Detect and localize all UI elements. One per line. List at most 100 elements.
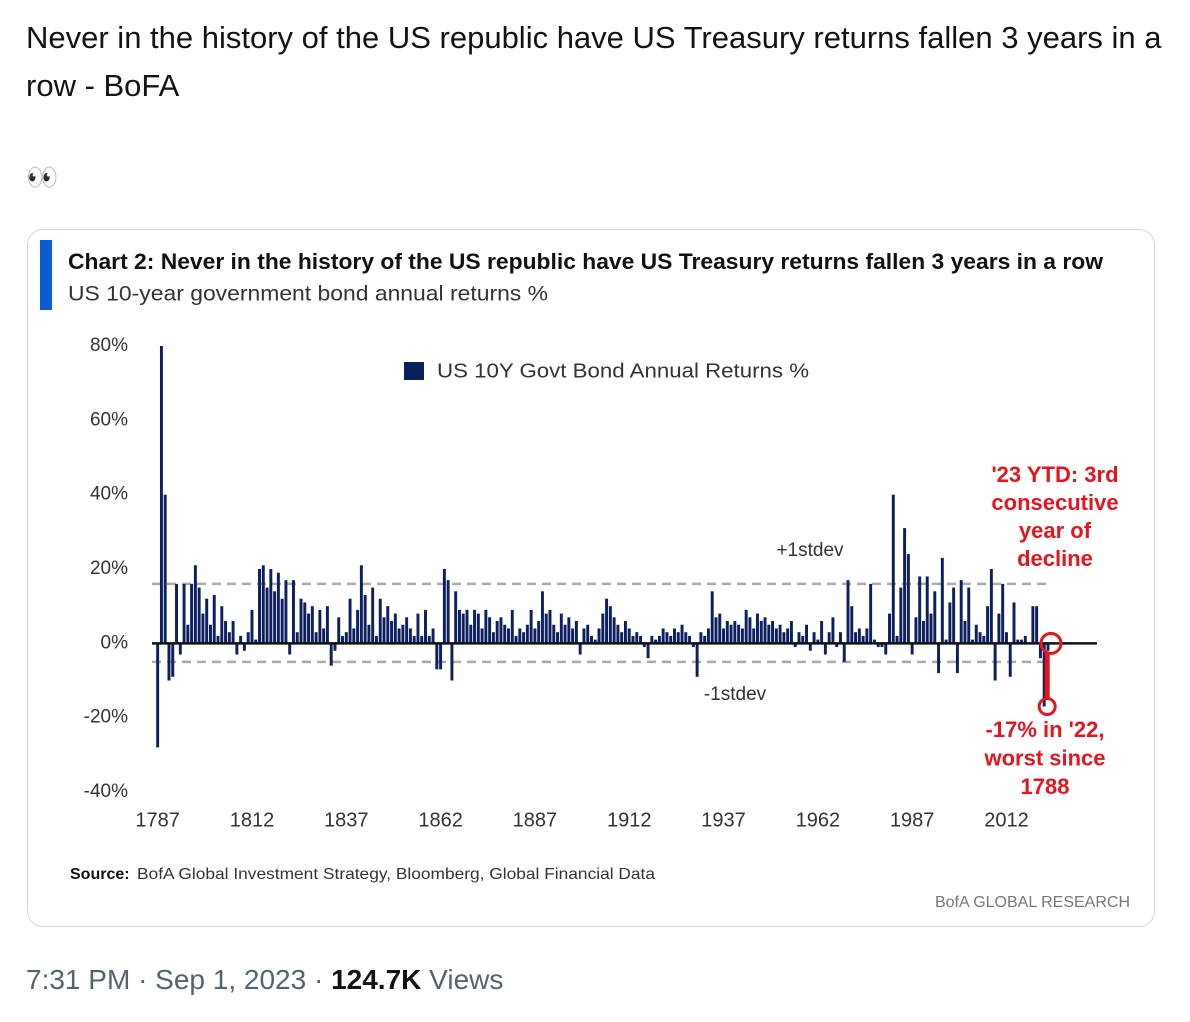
bar	[997, 613, 1001, 644]
tweet-meta: 7:31 PM · Sep 1, 2023 · 124.7K Views	[26, 964, 503, 996]
bar	[167, 643, 171, 681]
bar	[623, 621, 627, 644]
bar	[344, 632, 348, 644]
bar	[974, 624, 978, 644]
bar	[733, 621, 737, 644]
bar	[948, 602, 952, 644]
y-tick-label: -20%	[84, 707, 128, 728]
bar	[201, 613, 205, 644]
bar	[261, 565, 265, 644]
bar	[307, 613, 311, 644]
bar	[778, 624, 782, 644]
bar	[989, 569, 993, 644]
x-tick-label: 1787	[135, 809, 180, 831]
bar	[567, 617, 571, 644]
marker-ring	[1037, 697, 1057, 717]
bar	[563, 624, 567, 644]
bar	[1020, 639, 1024, 644]
y-tick-label: 40%	[90, 484, 128, 505]
bar	[556, 632, 560, 644]
date[interactable]: Sep 1, 2023	[155, 964, 307, 995]
time[interactable]: 7:31 PM	[26, 964, 131, 995]
bar	[688, 635, 692, 644]
bar	[454, 591, 458, 644]
bar	[608, 606, 612, 644]
bar	[937, 643, 941, 674]
bar	[224, 621, 228, 644]
bar	[786, 628, 790, 644]
bar	[280, 598, 284, 644]
y-tick-label: 60%	[90, 409, 128, 430]
separator: ·	[313, 964, 324, 995]
bar	[314, 632, 318, 644]
bar	[918, 576, 922, 644]
bar	[831, 617, 835, 644]
bar	[401, 624, 405, 644]
bar	[397, 628, 401, 644]
bar	[616, 624, 620, 644]
bar	[190, 583, 194, 644]
bar	[921, 621, 925, 644]
bar	[457, 609, 461, 644]
bar	[714, 617, 718, 644]
bar	[669, 635, 673, 644]
bar	[258, 569, 261, 644]
bar	[212, 595, 216, 644]
bar	[175, 583, 178, 644]
bar	[163, 494, 167, 644]
bar	[590, 635, 593, 644]
stdev-label: -1stdev	[704, 684, 767, 705]
bar	[842, 643, 846, 662]
bar	[812, 632, 816, 644]
bar	[273, 591, 277, 644]
bar	[967, 587, 971, 644]
bar	[982, 635, 986, 644]
bar	[691, 643, 695, 648]
bar	[197, 587, 201, 644]
bar	[635, 632, 639, 644]
bar	[329, 643, 333, 666]
bar	[390, 621, 394, 644]
bar	[1035, 606, 1039, 644]
bar	[359, 565, 363, 644]
media-card[interactable]	[27, 229, 1155, 927]
bar	[774, 628, 778, 644]
bar	[291, 580, 295, 644]
bar	[488, 617, 492, 644]
bar	[888, 613, 891, 644]
chart-title: Chart 2: Never in the history of the US …	[68, 249, 1104, 274]
x-tick-label: 1962	[796, 809, 841, 831]
bar	[740, 628, 744, 644]
bar	[250, 609, 254, 644]
bar	[276, 572, 280, 644]
annotation: '23 YTD: 3rd	[991, 462, 1118, 487]
annotation: decline	[1017, 546, 1093, 571]
annotation: 1788	[1021, 774, 1070, 799]
bar	[537, 621, 541, 644]
bar	[408, 628, 412, 644]
bar	[820, 621, 824, 644]
bar	[676, 632, 680, 644]
bar	[839, 632, 842, 644]
bar	[544, 613, 548, 644]
stdev-label: +1stdev	[776, 540, 844, 561]
bar	[374, 635, 378, 644]
bar	[914, 617, 918, 644]
x-tick-label: 1812	[230, 809, 275, 831]
bar	[835, 643, 839, 648]
bar	[442, 569, 446, 644]
bar	[597, 628, 601, 644]
bar	[1008, 643, 1012, 677]
bar	[295, 632, 299, 644]
bar	[699, 632, 703, 644]
x-tick-label: 1937	[701, 809, 746, 831]
bar	[322, 628, 326, 644]
bar	[642, 643, 646, 648]
bar	[235, 643, 239, 655]
bar	[507, 628, 510, 644]
bar	[465, 609, 469, 644]
bar	[522, 632, 526, 644]
bar	[1031, 606, 1035, 644]
